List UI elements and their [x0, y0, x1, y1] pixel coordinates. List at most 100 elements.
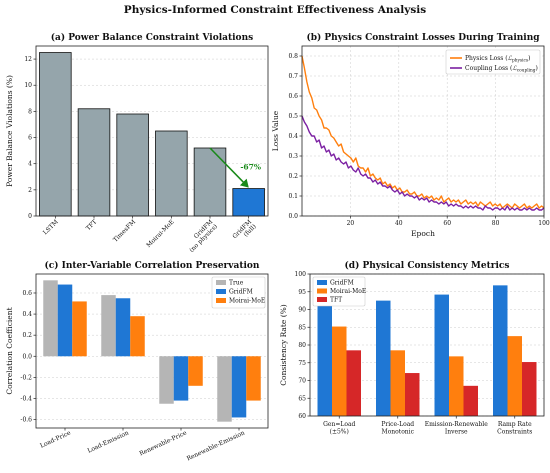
legend-swatch [317, 297, 327, 302]
x-tick-label: 20 [347, 220, 355, 227]
y-axis-label: Loss Value [271, 110, 280, 151]
legend-label: GridFM [229, 289, 253, 296]
y-tick-label: 0.3 [288, 153, 298, 160]
x-tick-label: Ramp Rate Constraints [497, 421, 532, 436]
panel-title: (a) Power Balance Constraint Violations [51, 32, 253, 43]
y-tick-label: 0.0 [22, 353, 32, 360]
y-tick-label: 0 [28, 213, 32, 220]
y-tick-label: 12 [24, 56, 32, 63]
x-tick-label-line: LSTM [42, 218, 60, 236]
legend-label: TFT [330, 297, 342, 304]
x-tick-label: TimesFM [112, 218, 137, 243]
legend-swatch [216, 298, 226, 303]
bar-true [159, 356, 174, 404]
x-tick-label-line: TimesFM [112, 218, 137, 243]
bar-tft [463, 385, 478, 416]
legend-label: Physics Loss (ℒphysics) [465, 55, 530, 64]
bar-true [217, 356, 232, 422]
bar-true [43, 280, 58, 357]
x-tick-label-line: Emission-Renewable [425, 421, 489, 428]
x-tick-label: GridFM(no physics) [184, 218, 219, 253]
x-tick-label-line: Price-Load [381, 421, 414, 428]
y-tick-label: 75 [298, 360, 306, 367]
y-tick-label: 0.2 [288, 173, 298, 180]
legend-label-symbol: ℒ [512, 65, 517, 72]
bar-moirai-moe [449, 356, 464, 416]
legend-swatch [317, 288, 327, 294]
bar-true [101, 295, 116, 357]
legend-label: Coupling Loss (ℒcoupling) [465, 65, 538, 74]
legend-label-close: ) [535, 65, 537, 72]
x-tick-label-line: Gen=Load [323, 421, 355, 428]
legend-swatch [216, 289, 226, 294]
bar-gridfm [493, 285, 508, 416]
bar-gridfm [317, 281, 332, 416]
legend-box [445, 49, 541, 75]
y-tick-label: -0.2 [20, 374, 32, 381]
y-tick-label: 0.0 [288, 213, 298, 220]
y-tick-label: 0.6 [288, 93, 298, 100]
bar-gridfm [173, 356, 189, 401]
axes-frame [309, 273, 545, 417]
y-tick-label: 8 [28, 108, 32, 115]
legend-label-subscript: coupling [517, 69, 536, 74]
bar-moirai-moe [130, 316, 145, 357]
x-tick-label-line: Monotonic [382, 429, 415, 436]
axes-frame [35, 45, 269, 217]
y-tick-label: 100 [295, 271, 307, 278]
panel-title: (b) Physics Constraint Losses During Tra… [306, 32, 540, 43]
y-axis-label: Correlation Coefficient [5, 307, 14, 394]
y-axis-label: Power Balance Violations (%) [5, 75, 14, 187]
x-tick-label: 40 [395, 220, 403, 227]
axes-frame [301, 45, 545, 217]
bar-moirai-moe [507, 336, 522, 416]
bar-gridfm [231, 356, 247, 418]
x-tick-label: Renewable-Price [138, 429, 188, 457]
y-tick-label: 0.1 [288, 193, 298, 200]
y-tick-label: 95 [298, 289, 306, 296]
legend-label: Moirai-MoE [229, 298, 265, 305]
legend-label-subscript: physics [512, 59, 528, 64]
bar-moirai-moe [246, 356, 261, 401]
x-tick-label: LSTM [42, 218, 60, 236]
legend-label-main: Physics Loss ( [465, 55, 508, 62]
y-tick-label: 70 [298, 378, 306, 385]
panel-a-violations: (a) Power Balance Constraint Violations 0… [5, 32, 269, 254]
bar-tft [405, 373, 420, 416]
y-tick-label: 10 [24, 82, 32, 89]
x-tick-label-line: TFT [85, 218, 99, 232]
legend-label-close: ) [528, 55, 530, 62]
y-tick-label: 0.4 [288, 133, 298, 140]
legend-swatch [317, 280, 327, 285]
x-tick-label: GridFM(full) [231, 218, 257, 244]
y-tick-label: 2 [28, 187, 32, 194]
series-line-physics [301, 55, 545, 209]
x-axis-label: Epoch [411, 229, 435, 238]
y-tick-label: 0.2 [22, 332, 32, 339]
bar-gridfm [232, 188, 265, 217]
x-tick-label-line: Ramp Rate [498, 421, 532, 428]
y-tick-label: 0.7 [288, 73, 298, 80]
x-tick-label-line: (±5%) [330, 429, 349, 436]
x-tick-label: 100 [538, 220, 550, 227]
panel-title: (c) Inter-Variable Correlation Preservat… [45, 260, 260, 271]
bar-moirai-moe [188, 356, 203, 386]
x-tick-label-line: Moirai-MoE [145, 218, 176, 249]
legend-label: Moirai-MoE [330, 288, 366, 295]
axes-frame [35, 273, 269, 429]
bar-gridfm [115, 298, 131, 357]
bar-moirai-moe [72, 301, 87, 357]
legend-label: True [229, 280, 244, 287]
panel-b-training-losses: (b) Physics Constraint Losses During Tra… [271, 32, 550, 238]
legend-label: GridFM [330, 280, 354, 287]
y-tick-label: 65 [298, 395, 306, 402]
x-tick-label: 80 [492, 220, 500, 227]
series-line-coupling [301, 115, 545, 211]
y-tick-label: -0.4 [20, 395, 32, 402]
y-tick-label: 80 [298, 342, 306, 349]
x-tick-label: Moirai-MoE [145, 218, 176, 249]
bar-tft [522, 362, 537, 416]
y-tick-label: 60 [298, 413, 306, 420]
reduction-annotation: -67% [240, 162, 261, 171]
bar-lstm [39, 52, 72, 217]
